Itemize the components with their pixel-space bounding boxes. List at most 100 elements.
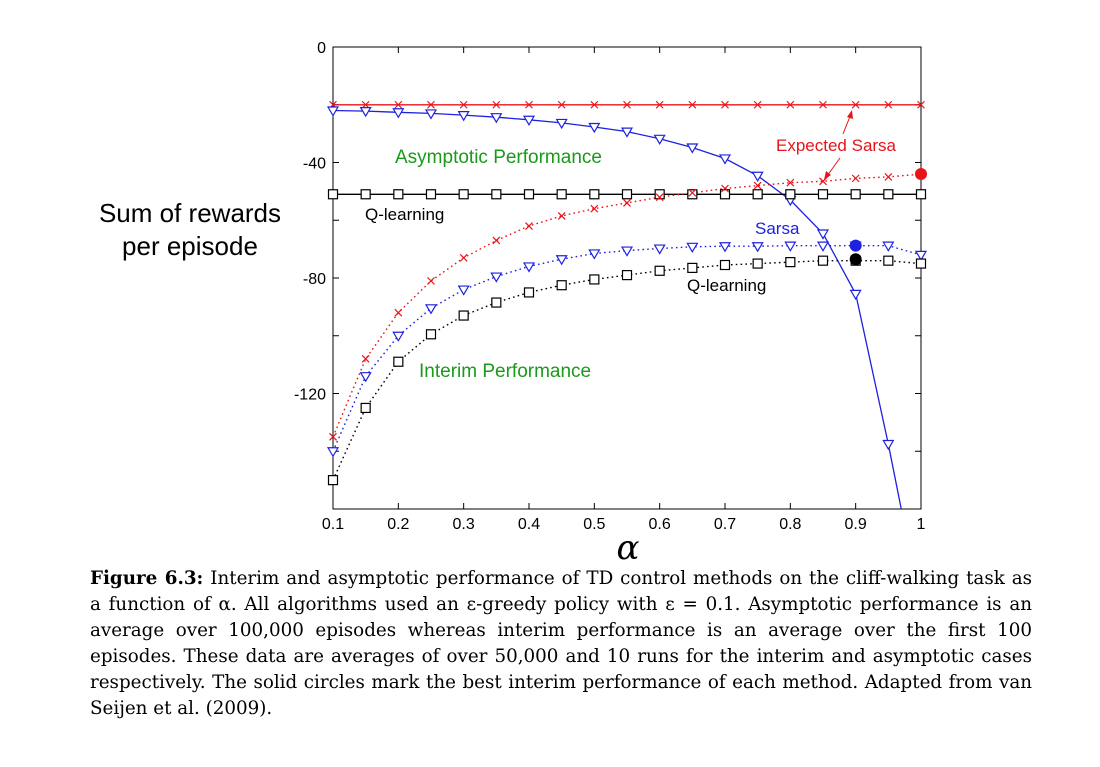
expected-sarsa-interim-point-stroke [884,173,893,181]
expected-sarsa-asymptotic-point-stroke [884,100,893,109]
q-learning-interim-point [654,265,665,276]
expected-sarsa-interim-point [590,204,599,213]
q-learning-interim-point [360,402,371,414]
sarsa-interim-best-marker [849,239,862,252]
expected-sarsa-asymptotic-point-stroke [786,100,795,109]
sarsa-asymptotic-point [392,108,405,119]
q-learning-asymptotic-point [327,189,339,200]
x-tick-label: 0.3 [453,516,475,533]
q-learning-asymptotic-point [523,189,535,200]
expected-sarsa-arrowhead-2 [824,171,831,180]
x-tick-label: 0.6 [649,516,671,533]
q-learning-interim-point [621,270,633,281]
sarsa-asymptotic-point [816,229,830,240]
expected-sarsa-asymptotic-point-stroke [427,100,435,109]
sarsa-interim-point [424,304,438,315]
expected-sarsa-asymptotic-point-stroke [590,100,599,109]
expected-sarsa-asymptotic-point-stroke [917,100,925,109]
y-tick-label: -120 [294,387,326,404]
sarsa-asymptotic-point [424,109,438,120]
q-learning-asymptotic-point [817,189,829,200]
markers-layer [326,100,928,486]
sarsa-interim-point [326,447,340,458]
q-learning-asymptotic-point [687,189,698,200]
x-tick-label: 1 [917,516,926,533]
x-axis-label: α [617,528,640,566]
expected-sarsa-interim-point [753,181,762,190]
expected-sarsa-interim-point-stroke [492,236,501,245]
sarsa-interim-point [751,242,764,253]
y-tick-label: -80 [303,271,326,288]
expected-sarsa-interim-point-stroke [329,432,337,441]
expected-sarsa-interim-point [851,174,860,183]
q-learning-asymptotic-point [915,189,927,200]
sarsa-asymptotic-point [522,115,536,126]
sarsa-asymptotic-point [718,154,732,165]
q-learning-asymptotic-point [556,189,567,200]
q-learning-asymptotic-point [883,189,894,200]
annotation-expected-sarsa: Expected Sarsa [776,136,897,155]
q-learning-asymptotic-point [491,189,502,200]
sarsa-asymptotic-point [490,113,503,124]
expected-sarsa-asymptotic-point [786,100,795,109]
expected-sarsa-interim-point [394,308,403,317]
expected-sarsa-asymptotic-point-stroke [655,100,664,109]
sarsa-asymptotic-point [457,111,470,122]
expected-sarsa-interim-point [623,199,631,207]
sarsa-interim-point [359,372,372,383]
x-tick-label: 0.5 [583,516,605,533]
q-learning-asymptotic-point [785,189,796,200]
expected-sarsa-interim-point-stroke [394,308,403,317]
expected-sarsa-asymptotic-point [427,100,435,109]
x-tick-label: 0.2 [387,516,409,533]
y-axis-label-line-1: Sum of rewards [99,198,281,228]
sarsa-asymptotic-point [555,118,568,130]
expected-sarsa-asymptotic-point-stroke [394,100,403,109]
expected-sarsa-interim-point [427,276,435,285]
q-learning-interim-best-marker [849,253,862,266]
sarsa-interim-point [555,255,568,266]
expected-sarsa-asymptotic-point-stroke [492,100,501,109]
figure-caption-text: Interim and asymptotic performance of TD… [90,568,1032,719]
expected-sarsa-asymptotic-point [688,100,697,109]
expected-sarsa-interim-point [361,354,370,363]
expected-sarsa-interim-point-stroke [525,222,533,230]
td-control-performance-chart: 0.1 0.2 0.3 0.4 0.5 0.6 0.7 0.8 0.9 10-40-80-120 … [99,40,928,566]
expected-sarsa-interim-point-stroke [786,178,795,187]
expected-sarsa-interim-point-stroke [655,193,664,202]
sarsa-interim-point [816,241,830,252]
sarsa-asymptotic-point [620,127,634,138]
expected-sarsa-interim-point [721,184,729,193]
expected-sarsa-asymptotic-point [917,100,925,109]
q-learning-asymptotic-point [654,189,665,200]
expected-sarsa-asymptotic-point [884,100,893,109]
sarsa-asymptotic-point [326,106,340,117]
expected-sarsa-interim-point [459,253,468,262]
expected-sarsa-interim-point [786,178,795,187]
figure-caption: Figure 6.3: Interim and asymptotic perfo… [90,566,1032,722]
sarsa-interim-point [914,250,928,262]
expected-sarsa-interim-point-stroke [361,354,370,363]
expected-sarsa-interim-point-stroke [557,211,566,220]
expected-sarsa-interim-point [329,432,337,441]
axis-tick-labels: 0.1 0.2 0.3 0.4 0.5 0.6 0.7 0.8 0.9 1 0 -40 -80 -120 [294,40,926,533]
annotation-q-learning-interim: Q-learning [687,276,766,295]
annotation-q-learning-asymptotic: Q-learning [365,205,444,224]
x-tick-label: 0.7 [714,516,736,533]
expected-sarsa-asymptotic-point [753,100,762,109]
axis-ticks [332,46,922,510]
expected-sarsa-asymptotic-point [590,100,599,109]
expected-sarsa-asymptotic-point-stroke [623,100,631,109]
expected-sarsa-asymptotic-point-stroke [557,100,566,109]
expected-sarsa-asymptotic-point [492,100,501,109]
sarsa-interim-point [457,285,470,296]
expected-sarsa-interim-point-stroke [459,253,468,262]
annotation-interim-performance: Interim Performance [419,361,591,382]
x-tick-label: 0.9 [845,516,867,533]
expected-sarsa-interim-point [655,193,664,202]
expected-sarsa-asymptotic-point [721,100,729,109]
q-learning-asymptotic-point [425,189,437,200]
sarsa-interim-point [718,242,732,253]
expected-sarsa-interim-point [525,222,533,230]
q-learning-asymptotic-point [393,189,404,200]
